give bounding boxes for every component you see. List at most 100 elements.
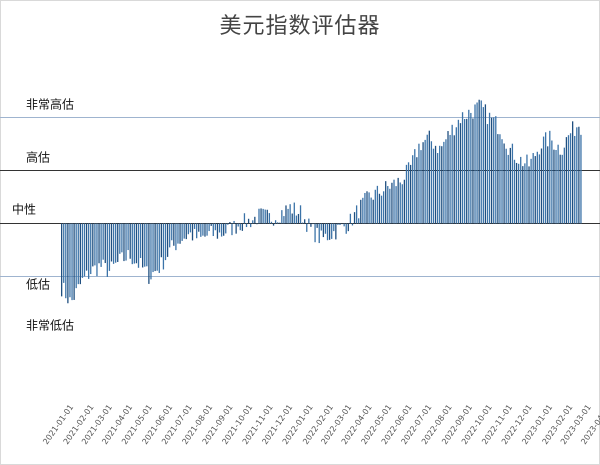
bar-127 — [324, 223, 327, 234]
bar-150 — [372, 199, 374, 224]
bar-160 — [393, 179, 395, 224]
bar-237 — [553, 149, 555, 224]
bar-31 — [125, 223, 127, 261]
bar-130 — [331, 223, 333, 239]
bar-66 — [198, 223, 200, 232]
bar-98 — [264, 209, 266, 224]
bar-109 — [287, 208, 289, 224]
bar-79 — [225, 223, 227, 234]
bar-136 — [343, 223, 345, 227]
bar-30 — [123, 223, 125, 262]
bar-75 — [216, 223, 219, 239]
bar-117 — [304, 219, 306, 224]
bar-69 — [204, 223, 206, 237]
bar-78 — [223, 223, 225, 236]
bar-32 — [127, 223, 129, 251]
bar-51 — [166, 223, 169, 257]
bar-83 — [233, 220, 235, 224]
bar-96 — [260, 208, 262, 224]
bar-85 — [237, 223, 239, 227]
bar-222 — [522, 166, 524, 224]
bar-88 — [243, 213, 246, 224]
bar-91 — [250, 223, 252, 228]
bar-4 — [69, 223, 71, 298]
bar-167 — [407, 162, 410, 224]
bar-68 — [202, 223, 204, 236]
bar-59 — [183, 223, 185, 239]
bar-220 — [517, 163, 520, 224]
bar-132 — [335, 223, 337, 240]
bar-164 — [401, 184, 403, 224]
bar-87 — [241, 223, 244, 231]
bar-227 — [532, 153, 534, 224]
bar-206 — [488, 112, 491, 224]
bar-11 — [83, 223, 86, 277]
bar-2 — [65, 223, 67, 299]
bar-191 — [457, 119, 460, 224]
bar-124 — [318, 223, 320, 244]
bar-95 — [258, 208, 260, 224]
bar-226 — [530, 158, 532, 224]
bar-187 — [449, 134, 451, 224]
bar-232 — [542, 136, 545, 224]
bar-76 — [218, 223, 221, 233]
zone-label-4: 非常低估 — [26, 319, 74, 333]
bar-61 — [187, 223, 190, 235]
bar-201 — [478, 99, 480, 224]
bar-108 — [285, 205, 287, 224]
bar-70 — [206, 223, 208, 236]
bar-152 — [376, 185, 379, 224]
bar-200 — [476, 102, 478, 224]
bar-210 — [497, 134, 499, 224]
bar-199 — [474, 104, 476, 224]
bar-212 — [501, 139, 503, 224]
bar-100 — [268, 213, 271, 224]
bar-18 — [98, 223, 100, 264]
bar-177 — [428, 130, 430, 224]
bar-115 — [299, 205, 302, 224]
bar-102 — [272, 223, 275, 226]
bar-106 — [281, 210, 283, 224]
bar-185 — [445, 139, 447, 224]
bar-26 — [115, 223, 117, 263]
bar-205 — [486, 124, 489, 224]
bar-246 — [572, 121, 574, 224]
bar-178 — [430, 141, 433, 224]
bar-249 — [578, 126, 580, 224]
bar-141 — [353, 212, 356, 224]
bar-193 — [461, 112, 464, 224]
bar-228 — [534, 156, 536, 224]
bar-245 — [569, 133, 572, 224]
bar-155 — [382, 191, 385, 224]
bar-229 — [536, 151, 538, 224]
bar-25 — [112, 223, 115, 264]
bar-148 — [368, 192, 370, 224]
bar-198 — [472, 118, 474, 224]
bar-184 — [443, 141, 445, 224]
bar-62 — [189, 223, 192, 233]
bar-36 — [135, 223, 138, 264]
bar-45 — [154, 223, 156, 272]
bar-189 — [453, 135, 455, 224]
bar-173 — [420, 150, 422, 224]
bar-65 — [196, 223, 198, 239]
bar-248 — [576, 127, 578, 224]
bar-44 — [152, 223, 154, 273]
bar-240 — [559, 154, 561, 224]
bar-116 — [301, 222, 304, 224]
bar-57 — [179, 223, 181, 244]
bar-56 — [177, 223, 179, 244]
bar-110 — [289, 204, 291, 224]
bar-137 — [345, 223, 347, 234]
bar-204 — [484, 104, 487, 224]
bar-1 — [63, 223, 65, 283]
bar-9 — [79, 223, 81, 285]
bar-35 — [133, 223, 135, 264]
bar-13 — [88, 223, 90, 279]
bar-22 — [106, 223, 108, 277]
bar-190 — [455, 127, 457, 224]
bar-197 — [470, 112, 472, 224]
bar-140 — [351, 223, 354, 226]
bar-103 — [274, 220, 277, 224]
